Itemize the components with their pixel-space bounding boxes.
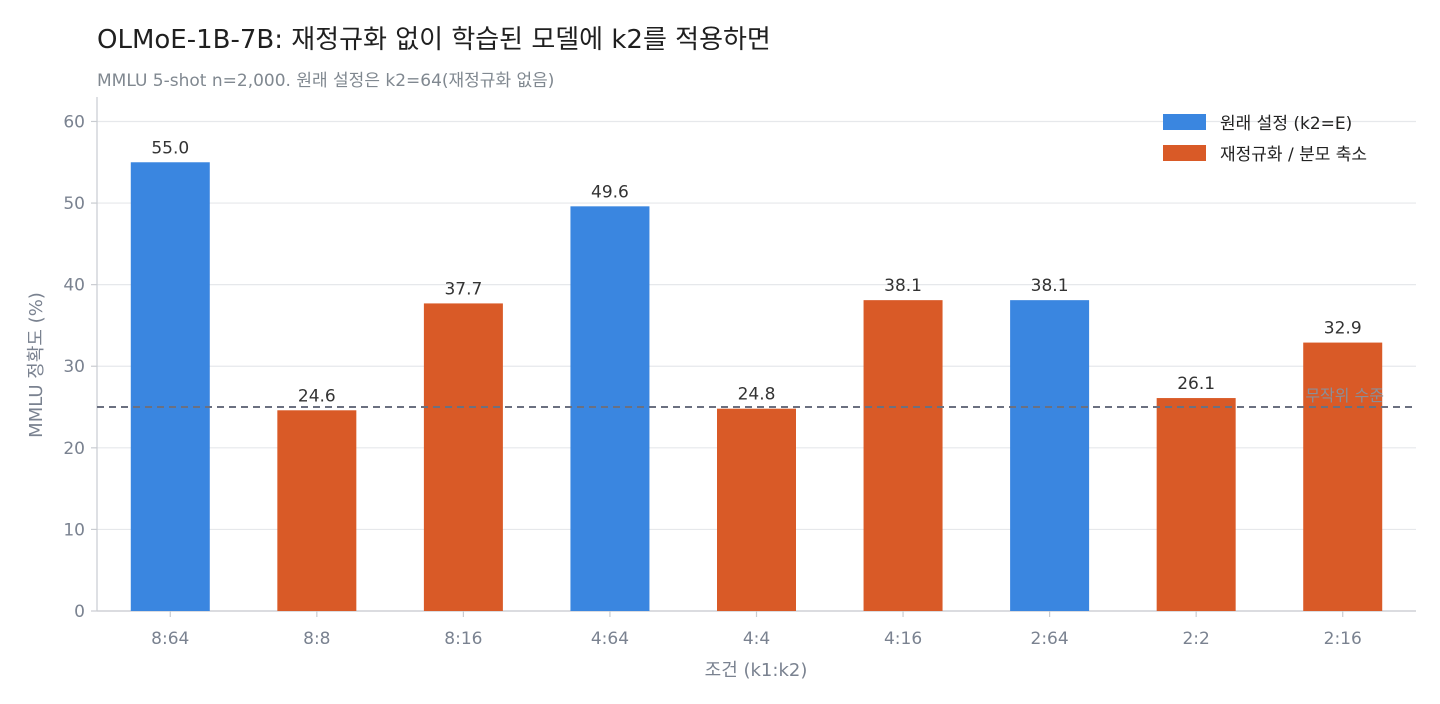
data-label: 32.9 bbox=[1324, 319, 1362, 339]
x-tick-label: 4:64 bbox=[591, 629, 629, 649]
chance-level-label: 무작위 수준 bbox=[1305, 386, 1384, 405]
y-tick-label: 30 bbox=[63, 357, 85, 377]
y-tick-label: 10 bbox=[63, 520, 85, 540]
bar bbox=[1156, 398, 1236, 611]
data-label: 55.0 bbox=[151, 138, 189, 158]
data-label: 38.1 bbox=[1031, 276, 1069, 296]
bar bbox=[423, 303, 503, 611]
bar bbox=[717, 408, 796, 611]
x-axis-label: 조건 (k1:k2) bbox=[705, 660, 808, 681]
y-tick-label: 50 bbox=[63, 194, 85, 214]
legend-swatch bbox=[1163, 145, 1206, 161]
data-label: 38.1 bbox=[884, 276, 922, 296]
data-label: 26.1 bbox=[1177, 374, 1215, 394]
reference-line-group: 무작위 수준 bbox=[97, 386, 1412, 409]
bar bbox=[277, 410, 357, 611]
y-tick-label: 0 bbox=[74, 602, 85, 622]
y-tick-label: 40 bbox=[63, 276, 85, 296]
data-labels: 55.0 24.6 37.7 49.6 24.8 38.1 38.1 26.1 32.9 bbox=[151, 138, 1361, 406]
y-tick-label: 20 bbox=[63, 439, 85, 459]
y-tick-label: 60 bbox=[63, 112, 85, 132]
bar bbox=[130, 162, 210, 611]
legend: 원래 설정 (k2=E) 재정규화 / 분모 축소 bbox=[1163, 114, 1367, 165]
x-tick-label: 8:16 bbox=[444, 629, 482, 649]
data-label: 24.6 bbox=[298, 386, 336, 406]
legend-label: 재정규화 / 분모 축소 bbox=[1220, 145, 1367, 165]
chart-title: OLMoE-1B-7B: 재정규화 없이 학습된 모델에 k2를 적용하면 bbox=[97, 25, 771, 55]
bar bbox=[570, 206, 650, 612]
y-axis-label: MMLU 정확도 (%) bbox=[26, 292, 47, 438]
bar bbox=[1303, 342, 1383, 611]
x-tick-label: 8:8 bbox=[303, 629, 330, 649]
x-tick-label: 2:64 bbox=[1031, 629, 1069, 649]
chart-subtitle: MMLU 5-shot n=2,000. 원래 설정은 k2=64(재정규화 없… bbox=[97, 71, 554, 91]
legend-swatch bbox=[1163, 114, 1206, 130]
data-label: 24.8 bbox=[738, 385, 776, 405]
x-tick-label: 8:64 bbox=[151, 629, 189, 649]
x-tick-label: 4:16 bbox=[884, 629, 922, 649]
x-tick-label: 2:16 bbox=[1324, 629, 1362, 649]
bars bbox=[130, 162, 1383, 612]
data-label: 37.7 bbox=[444, 279, 482, 299]
bar bbox=[863, 300, 943, 611]
bar bbox=[1010, 300, 1090, 611]
legend-label: 원래 설정 (k2=E) bbox=[1220, 114, 1352, 134]
x-tick-label: 4:4 bbox=[743, 629, 770, 649]
data-label: 49.6 bbox=[591, 182, 629, 202]
x-tick-label: 2:2 bbox=[1182, 629, 1209, 649]
